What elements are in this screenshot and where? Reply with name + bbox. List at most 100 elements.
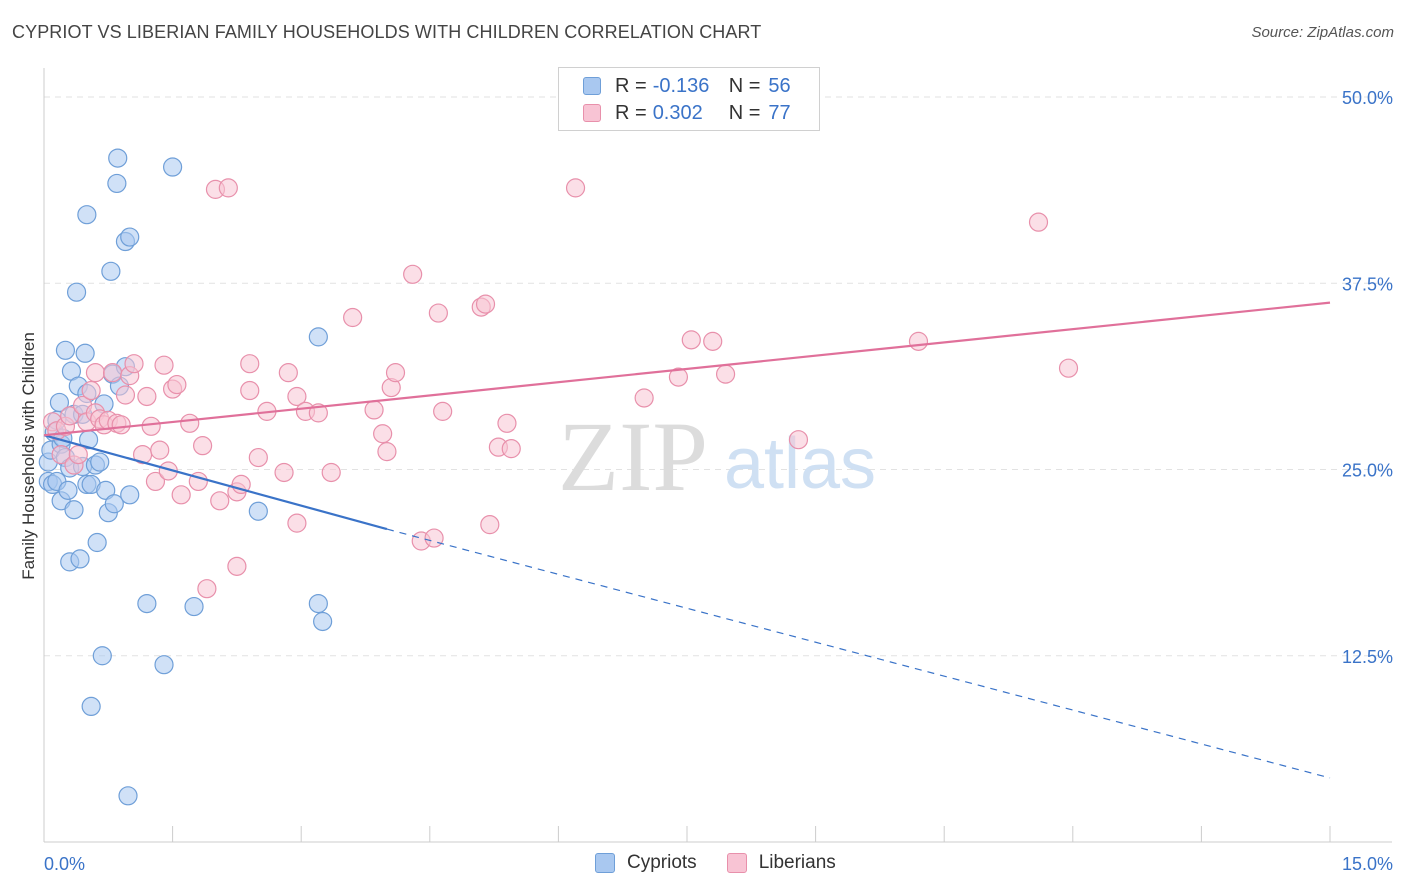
legend-n-label: N = (728, 74, 761, 97)
cypriots-point (58, 480, 78, 500)
liberians-point (287, 386, 307, 407)
liberians-point (210, 491, 230, 511)
watermark-zip: ZIP (558, 401, 708, 512)
cypriots-point (120, 227, 140, 247)
legend-row-liberians: R = 0.302 N = 77 (583, 100, 791, 126)
cypriots-point (92, 646, 112, 666)
liberians-point (278, 363, 298, 383)
series-legend: Cypriots Liberians (595, 852, 866, 874)
liberians-point (475, 294, 496, 314)
cypriots-point (75, 343, 95, 363)
cypriots-point (96, 480, 116, 500)
cypriots-point (49, 392, 70, 413)
tick-labels: 12.5% 25.0% 37.5% 50.0% 0.0% 15.0% (44, 88, 1393, 874)
cypriots-point (308, 327, 328, 347)
cypriots-point (81, 696, 101, 717)
cypriots-point (66, 282, 87, 302)
liberians-point (124, 354, 144, 374)
cypriots-point (101, 261, 121, 281)
liberians-point (240, 354, 260, 374)
legend-n-value: 56 (768, 74, 791, 97)
liberians-point (364, 400, 384, 420)
correlation-legend: R = -0.136 N = 56 R = 0.302 N = 77 (558, 67, 820, 131)
liberians-point (681, 330, 701, 350)
liberians-point (115, 385, 136, 405)
liberians-point (668, 367, 689, 387)
cypriots-point (108, 148, 128, 168)
liberians-point (703, 331, 723, 351)
trend-lines (43, 301, 1331, 779)
cypriots-trend-extension (386, 528, 1331, 779)
liberians-point (565, 178, 586, 198)
cypriots-point (55, 340, 76, 360)
liberians-point (248, 447, 268, 468)
legend-swatch-cypriots (595, 853, 615, 873)
cypriots-point (90, 452, 110, 472)
liberians-point (240, 380, 260, 401)
liberians-point (497, 413, 517, 433)
y-tick-label: 37.5% (1342, 274, 1393, 294)
liberians-point (908, 331, 929, 351)
legend-r-value: 0.302 (652, 101, 703, 124)
liberians-point (111, 415, 131, 435)
liberians-point (102, 363, 123, 383)
liberians-point (85, 363, 106, 383)
cypriots-trend-line (43, 434, 388, 531)
cypriots-point (64, 500, 84, 520)
legend-swatch-liberians (726, 853, 747, 873)
cypriots-point (184, 596, 204, 617)
legend-r-label: R = (615, 74, 647, 97)
liberians-point (433, 401, 453, 421)
cypriots-point (70, 549, 90, 569)
cypriots-point (313, 611, 333, 632)
legend-item-cypriots[interactable]: Cypriots (595, 852, 697, 874)
liberians-point (428, 303, 448, 323)
y-axis-label: Family Households with Children (19, 332, 38, 580)
liberians-point (343, 307, 363, 328)
liberians-point (480, 515, 500, 535)
cypriots-point (118, 786, 138, 806)
liberians-point (227, 556, 247, 576)
liberians-point (385, 363, 406, 383)
legend-label-cypriots: Cypriots (627, 852, 697, 873)
legend-item-liberians[interactable]: Liberians (726, 852, 836, 874)
chart-title: CYPRIOT VS LIBERIAN FAMILY HOUSEHOLDS WI… (12, 22, 762, 42)
liberians-point (145, 471, 166, 492)
liberians-point (501, 439, 521, 459)
liberians-point (154, 355, 174, 375)
legend-row-cypriots: R = -0.136 N = 56 (583, 73, 791, 99)
cypriots-point (77, 205, 97, 225)
legend-r-value: -0.136 (652, 74, 710, 97)
liberians-point (287, 513, 307, 533)
cypriots-point (248, 501, 268, 521)
liberians-point (150, 440, 170, 460)
data-points (38, 148, 1079, 806)
y-tick-label: 50.0% (1342, 88, 1393, 108)
legend-r-label: R = (615, 101, 647, 124)
liberians-point (68, 445, 88, 465)
liberians-point (137, 386, 157, 407)
liberians-point (197, 579, 217, 599)
liberians-point (60, 406, 80, 426)
liberians-trend-line (43, 301, 1331, 437)
x-tick-label: 15.0% (1342, 854, 1393, 874)
liberians-point (403, 264, 423, 284)
legend-n-value: 77 (768, 101, 791, 124)
liberians-point (81, 380, 101, 401)
legend-swatch-liberians (583, 104, 601, 122)
liberians-point (274, 462, 294, 483)
y-tick-label: 12.5% (1342, 647, 1393, 667)
legend-label-liberians: Liberians (758, 852, 836, 873)
cypriots-point (154, 655, 174, 675)
watermark: ZIP atlas (558, 401, 876, 512)
axes (43, 68, 1392, 843)
liberians-point (171, 485, 191, 505)
liberians-point (141, 416, 161, 436)
cypriots-point (107, 173, 127, 194)
cypriots-point (87, 532, 107, 553)
liberians-point (424, 528, 444, 548)
source-label: Source: ZipAtlas.com (1251, 24, 1394, 41)
liberians-point (715, 364, 736, 384)
liberians-point (321, 462, 341, 483)
